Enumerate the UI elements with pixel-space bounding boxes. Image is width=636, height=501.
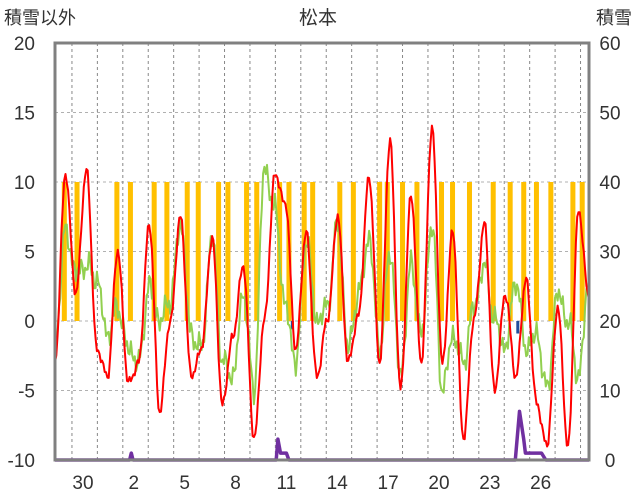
right-y-tick-label: 10 (599, 382, 620, 403)
sunshine-bar (244, 182, 250, 321)
sunshine-bar (521, 182, 527, 321)
lines (54, 124, 590, 462)
precipitation-bar (516, 321, 520, 334)
x-tick-label: 23 (479, 473, 500, 494)
left-axis-label: 積雪以外 (4, 8, 76, 29)
sunshine-bar (466, 182, 472, 321)
temperature-line (54, 124, 590, 448)
sunshine-bar (254, 182, 260, 321)
x-tick-label: 14 (327, 473, 349, 494)
right-y-tick-label: 40 (599, 173, 620, 194)
sunshine-bar (127, 182, 133, 321)
chart-title: 松本 (299, 7, 337, 29)
x-tick-label: 17 (378, 473, 399, 494)
x-tick-label: 5 (179, 473, 190, 494)
sunshine-bar (377, 182, 383, 321)
sunshine-bar (61, 182, 67, 321)
bars (61, 182, 585, 334)
sunshine-bar (350, 182, 356, 321)
sunshine-bar (533, 182, 539, 321)
sunshine-bar (570, 182, 576, 321)
right-y-tick-label: 20 (599, 312, 620, 333)
x-tick-label: 30 (72, 473, 93, 494)
x-tick-label: 20 (428, 473, 449, 494)
left-y-tick-label: 10 (14, 173, 35, 194)
sunshine-bar (579, 182, 585, 321)
sunshine-bar (216, 182, 222, 321)
left-y-tick-label: 15 (14, 104, 35, 125)
sunshine-bar (400, 182, 406, 321)
right-y-tick-label: 30 (599, 243, 620, 264)
sunshine-bar (195, 182, 201, 321)
sunshine-bar (548, 182, 554, 321)
sunshine-bar (74, 182, 80, 321)
sunshine-bar (184, 182, 190, 321)
right-y-tick-label: 60 (599, 34, 620, 55)
sunshine-bar (507, 182, 513, 321)
left-y-tick-label: -5 (18, 382, 35, 403)
x-tick-label: 2 (129, 473, 140, 494)
sunshine-bar (164, 182, 170, 321)
sunshine-bar (490, 182, 496, 321)
left-y-tick-label: 20 (14, 34, 35, 55)
plot-frame (53, 41, 591, 462)
sunshine-bar (414, 182, 420, 321)
right-y-tick-label: 50 (599, 104, 620, 125)
left-y-tick-label: 0 (24, 312, 35, 333)
sunshine-bar (225, 182, 231, 321)
right-y-tick-label: 0 (605, 451, 616, 472)
left-y-tick-label: -10 (8, 451, 35, 472)
left-y-tick-label: 5 (24, 243, 35, 264)
sunshine-bar (151, 182, 157, 321)
sunshine-bar (384, 182, 390, 321)
x-tick-label: 11 (277, 473, 297, 494)
x-tick-label: 26 (530, 473, 551, 494)
sunshine-bar (310, 182, 316, 321)
sunshine-bar (439, 182, 445, 321)
snow-depth-line (55, 409, 589, 462)
right-axis-label: 積雪 (596, 8, 632, 29)
x-tick-label: 8 (230, 473, 241, 494)
sunshine-bar (450, 182, 456, 321)
